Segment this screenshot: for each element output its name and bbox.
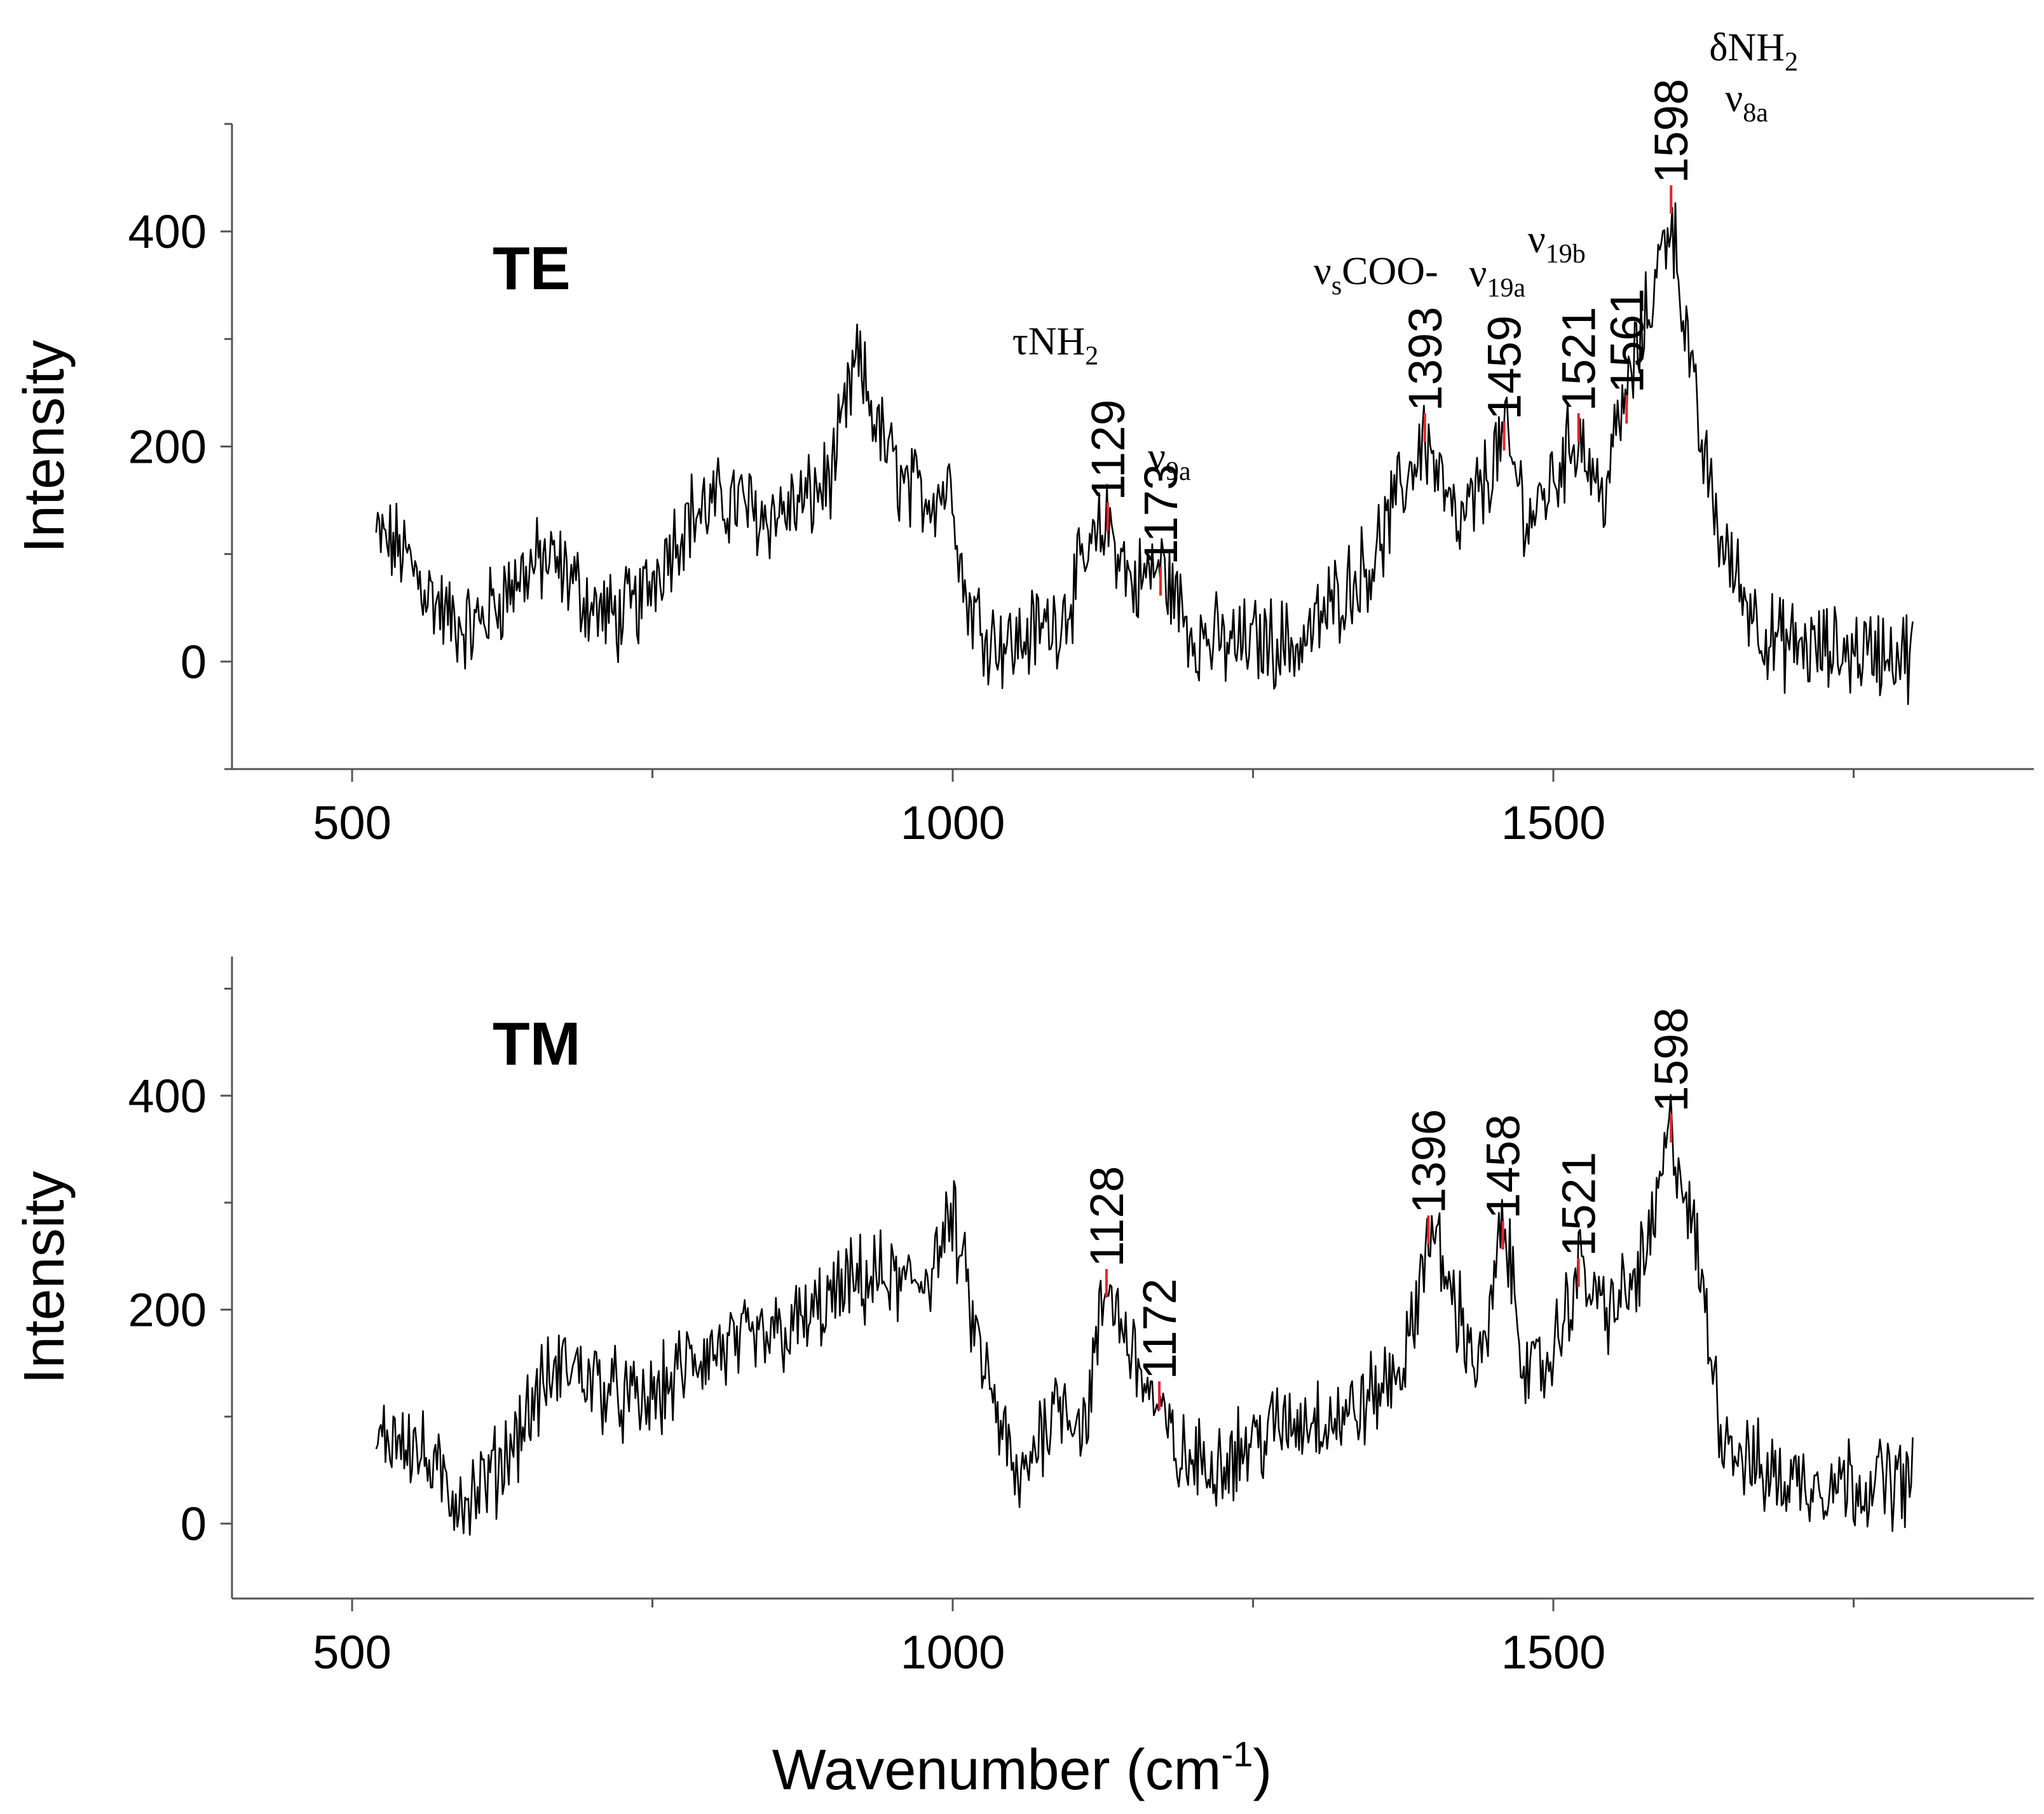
peak-assignment: νsCOO- — [1314, 250, 1438, 301]
peak-label: 1521 — [1553, 1152, 1605, 1257]
y-axis-title: Intensity — [13, 340, 76, 553]
y-tick-label: 0 — [181, 1497, 207, 1550]
peak-label: 1396 — [1402, 1109, 1455, 1214]
peak-assignment: ν19b — [1528, 218, 1586, 269]
x-tick-label: 1500 — [1501, 1626, 1606, 1679]
peak-label: 1129 — [1082, 399, 1134, 500]
x-axis-title: Wavenumber (cm-1) — [772, 1734, 1272, 1802]
peak-assignment: δNH2 — [1709, 26, 1798, 77]
peak-label: 1521 — [1553, 307, 1605, 412]
y-axis-title: Intensity — [13, 1171, 76, 1384]
y-tick-label: 200 — [128, 421, 207, 474]
peak-assignment: ν8a — [1725, 77, 1768, 128]
peak-label: 1561 — [1600, 289, 1653, 393]
peak-label: 1598 — [1645, 79, 1698, 184]
peak-label: 1458 — [1477, 1114, 1530, 1219]
peak-assignment: ν9a — [1148, 435, 1191, 486]
y-tick-label: 400 — [128, 205, 207, 258]
peak-assignment: τNH2 — [1012, 320, 1098, 371]
peak-label: 1459 — [1478, 315, 1531, 420]
y-tick-label: 200 — [128, 1284, 207, 1337]
x-tick-label: 1000 — [901, 796, 1005, 849]
te-panel: 0 200 400 500 1000 1500 Intensity TE 1129 τNH2 117… — [13, 26, 2034, 849]
panel-label: TM — [493, 1010, 581, 1078]
y-tick-label: 400 — [128, 1070, 207, 1122]
peak-label: 1173 — [1134, 464, 1187, 565]
peak-label: 1393 — [1399, 307, 1452, 412]
spectrum-line — [375, 202, 1914, 706]
peak-label: 1172 — [1133, 1278, 1186, 1379]
peak-assignment: ν19a — [1469, 252, 1526, 303]
x-tick-label: 500 — [313, 1626, 391, 1679]
y-tick-label: 0 — [181, 636, 207, 688]
peak-label: 1598 — [1645, 1007, 1698, 1112]
x-tick-label: 1000 — [901, 1626, 1005, 1679]
spectrum-line — [375, 1094, 1914, 1536]
panel-label: TE — [493, 235, 571, 303]
x-tick-label: 1500 — [1501, 796, 1606, 849]
x-tick-label: 500 — [313, 796, 391, 849]
peak-label: 1128 — [1080, 1166, 1133, 1267]
